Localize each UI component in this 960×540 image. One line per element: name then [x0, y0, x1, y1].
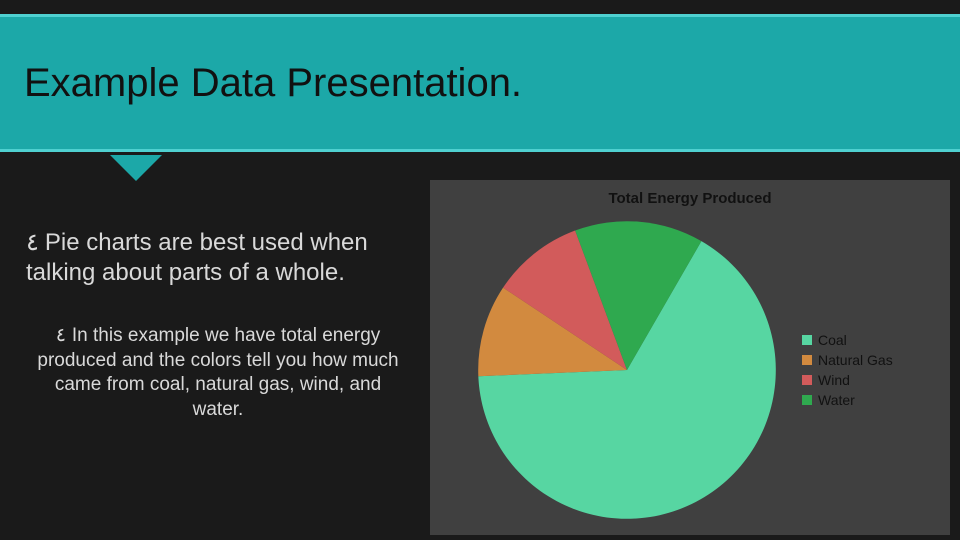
legend-item-water: Water: [802, 392, 893, 408]
legend-item-wind: Wind: [802, 372, 893, 388]
bullet-glyph-icon: ٤: [56, 325, 66, 346]
header-notch: [110, 155, 162, 181]
chart-legend: Coal Natural Gas Wind Water: [802, 328, 893, 412]
pie-chart: [472, 215, 782, 525]
bullet-1: ٤Pie charts are best used when talking a…: [26, 228, 410, 288]
slide-title: Example Data Presentation.: [24, 61, 522, 106]
chart-panel: Total Energy Produced Coal Natural Gas Win…: [430, 180, 950, 535]
legend-item-natural-gas: Natural Gas: [802, 352, 893, 368]
body-text: ٤Pie charts are best used when talking a…: [26, 228, 410, 423]
legend-label: Wind: [818, 372, 850, 388]
bullet-2-text: In this example we have total energy pro…: [37, 325, 398, 420]
legend-swatch: [802, 375, 812, 385]
chart-title: Total Energy Produced: [442, 190, 938, 207]
legend-label: Natural Gas: [818, 352, 893, 368]
legend-swatch: [802, 335, 812, 345]
bullet-1-text: Pie charts are best used when talking ab…: [26, 229, 368, 286]
legend-swatch: [802, 395, 812, 405]
bullet-glyph-icon: ٤: [26, 230, 39, 256]
bullet-2: ٤In this example we have total energy pr…: [26, 324, 410, 423]
legend-item-coal: Coal: [802, 332, 893, 348]
legend-label: Water: [818, 392, 855, 408]
header-band: Example Data Presentation.: [0, 14, 960, 152]
legend-label: Coal: [818, 332, 847, 348]
chart-body: Coal Natural Gas Wind Water: [442, 215, 938, 525]
legend-swatch: [802, 355, 812, 365]
